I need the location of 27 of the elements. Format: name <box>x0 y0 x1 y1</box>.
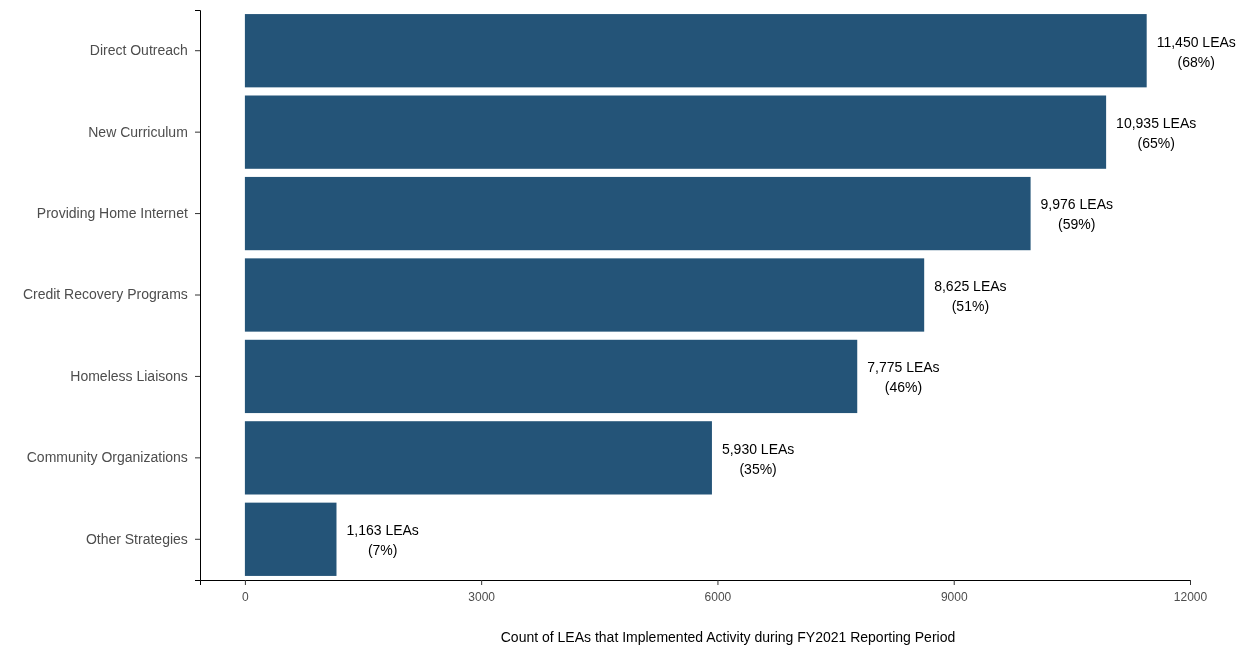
data-label: 11,450 LEAs (68%) <box>1156 33 1236 70</box>
bar <box>244 339 858 414</box>
x-tick-label: 3000 <box>468 590 496 605</box>
bar <box>244 14 1147 88</box>
data-label: 5,930 LEAs (35%) <box>721 440 795 477</box>
y-tick-label: Providing Home Internet <box>36 205 188 222</box>
data-label: 7,775 LEAs (46%) <box>867 359 940 396</box>
bar <box>244 95 1107 169</box>
data-label: 10,935 LEAs (65%) <box>1116 115 1197 152</box>
y-tick-label: Community Organizations <box>26 449 188 466</box>
x-tick-label: 6000 <box>704 590 732 605</box>
bar <box>244 502 337 576</box>
data-label: 1,163 LEAs (7%) <box>346 522 419 559</box>
x-tick-label: 0 <box>242 590 250 605</box>
bar <box>244 421 712 495</box>
data-label: 9,976 LEAs (59%) <box>1040 196 1113 233</box>
x-tick-label: 12000 <box>1173 590 1208 605</box>
x-axis-title: Count of LEAs that Implemented Activity during FY2021 Reporting Period <box>500 629 956 645</box>
y-tick-label: Other Strategies <box>85 530 188 547</box>
data-label: 8,625 LEAs (51%) <box>934 277 1007 314</box>
x-tick-label: 9000 <box>940 590 968 605</box>
y-tick-label: Homeless Liaisons <box>70 367 188 384</box>
bar <box>244 176 1031 251</box>
bar <box>244 258 925 332</box>
y-tick-label: Credit Recovery Programs <box>22 286 188 303</box>
y-tick-label: New Curriculum <box>88 123 188 140</box>
y-tick-label: Direct Outreach <box>89 42 188 59</box>
